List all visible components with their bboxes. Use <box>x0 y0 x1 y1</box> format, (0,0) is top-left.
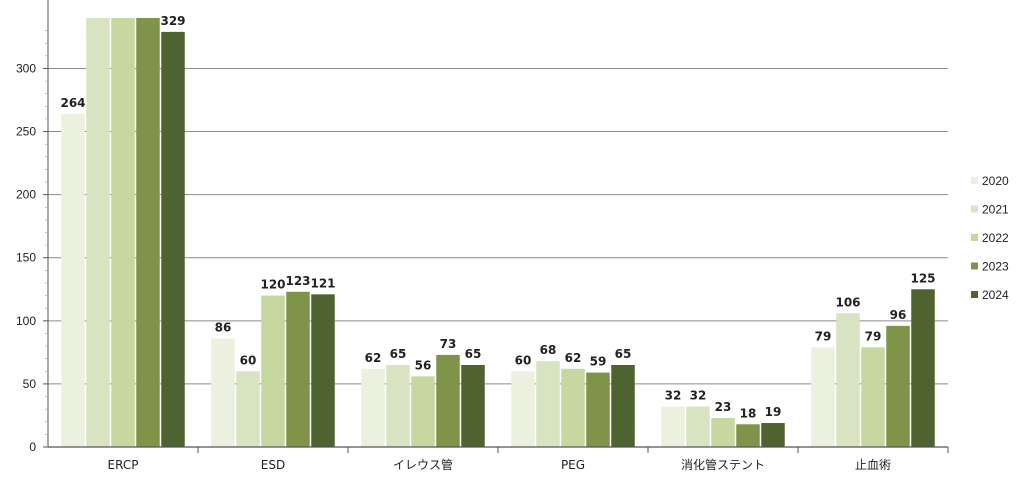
bar-2020-2 <box>361 368 385 447</box>
x-axis: ERCP ESD イレウス管 PEG 消化管ステント 止血術 <box>48 446 949 472</box>
data-label: 62 <box>365 351 382 365</box>
bar-2023-0 <box>136 18 160 447</box>
x-category-label: 止血術 <box>855 458 891 472</box>
data-label: 65 <box>390 347 407 361</box>
data-label: 123 <box>285 274 310 288</box>
legend-swatch-2023 <box>971 262 978 270</box>
data-label: 125 <box>910 271 935 285</box>
bar-2021-4 <box>686 406 710 447</box>
data-label: 96 <box>890 308 907 322</box>
legend: 2020 2021 2022 2023 2024 <box>971 174 1009 302</box>
bar-2022-4 <box>711 417 735 447</box>
data-label: 62 <box>565 351 582 365</box>
y-tick-label: 250 <box>16 125 36 139</box>
bar-2020-5 <box>811 347 835 447</box>
x-category-label: ESD <box>261 458 285 472</box>
data-label: 79 <box>815 329 832 343</box>
y-axis: 0 50 100 150 200 250 300 <box>16 0 49 454</box>
bar-2022-0 <box>111 18 135 447</box>
bar-2021-3 <box>536 361 560 447</box>
bar-2023-1 <box>286 291 310 447</box>
legend-label: 2023 <box>982 260 1009 274</box>
data-label: 264 <box>60 96 85 110</box>
bar-2023-3 <box>586 372 610 447</box>
legend-swatch-2022 <box>971 234 978 241</box>
data-label: 60 <box>515 353 532 367</box>
data-label: 23 <box>715 400 732 414</box>
data-label: 68 <box>540 343 557 357</box>
legend-swatch-2024 <box>971 291 978 298</box>
bar-2021-5 <box>836 313 860 447</box>
data-label: 60 <box>240 353 257 367</box>
x-category-label: PEG <box>561 458 585 472</box>
data-label: 18 <box>740 406 757 420</box>
bar-2021-1 <box>236 371 260 447</box>
data-label: 73 <box>440 337 457 351</box>
bar-2023-4 <box>736 424 760 447</box>
y-tick-label: 0 <box>29 440 36 454</box>
bar-2020-0 <box>61 113 85 448</box>
bar-2022-3 <box>561 368 585 447</box>
data-label: 19 <box>765 405 782 419</box>
y-tick-label: 300 <box>16 61 36 75</box>
bar-2022-1 <box>261 295 285 447</box>
bar-2024-3 <box>611 364 635 447</box>
data-label: 56 <box>415 358 432 372</box>
data-label: 65 <box>465 347 482 361</box>
y-tick-label: 50 <box>23 377 37 391</box>
x-category-label: イレウス管 <box>393 457 453 472</box>
data-label: 32 <box>665 389 682 403</box>
bar-2022-5 <box>861 347 885 447</box>
data-label: 120 <box>260 278 285 292</box>
bar-2023-5 <box>886 325 910 447</box>
data-label: 86 <box>215 320 232 334</box>
y-tick-label: 150 <box>16 251 36 265</box>
gridlines <box>48 67 948 385</box>
bar-2024-5 <box>911 289 935 447</box>
legend-label: 2020 <box>982 174 1009 188</box>
data-label: 121 <box>310 276 335 290</box>
data-label: 59 <box>590 355 607 369</box>
data-label: 65 <box>615 347 632 361</box>
bars <box>61 18 935 448</box>
bar-2020-3 <box>511 371 535 447</box>
data-label: 32 <box>690 389 707 403</box>
data-label: 329 <box>160 14 185 28</box>
x-category-label: 消化管ステント <box>681 457 765 472</box>
bar-2021-2 <box>386 364 410 447</box>
bar-2020-4 <box>661 406 685 447</box>
legend-label: 2021 <box>982 203 1009 217</box>
bar-2024-2 <box>461 364 485 447</box>
bar-2024-0 <box>161 31 185 447</box>
data-label: 106 <box>835 295 860 309</box>
y-tick-label: 200 <box>16 188 36 202</box>
bar-2020-1 <box>211 338 235 447</box>
y-tick-label: 100 <box>16 314 36 328</box>
data-labels: 264 329 86 60 120 123 121 62 65 56 73 65 60 68 62 59 65 3… <box>60 14 935 420</box>
legend-label: 2024 <box>982 288 1009 302</box>
bar-2024-1 <box>311 294 335 447</box>
legend-swatch-2020 <box>971 177 978 184</box>
bar-2021-0 <box>86 18 110 447</box>
x-category-label: ERCP <box>108 458 139 472</box>
bar-2024-4 <box>761 423 785 447</box>
legend-label: 2022 <box>982 231 1009 245</box>
bar-2022-2 <box>411 376 435 447</box>
bar-2023-2 <box>436 354 460 447</box>
data-label: 79 <box>865 329 882 343</box>
legend-swatch-2021 <box>971 205 978 213</box>
